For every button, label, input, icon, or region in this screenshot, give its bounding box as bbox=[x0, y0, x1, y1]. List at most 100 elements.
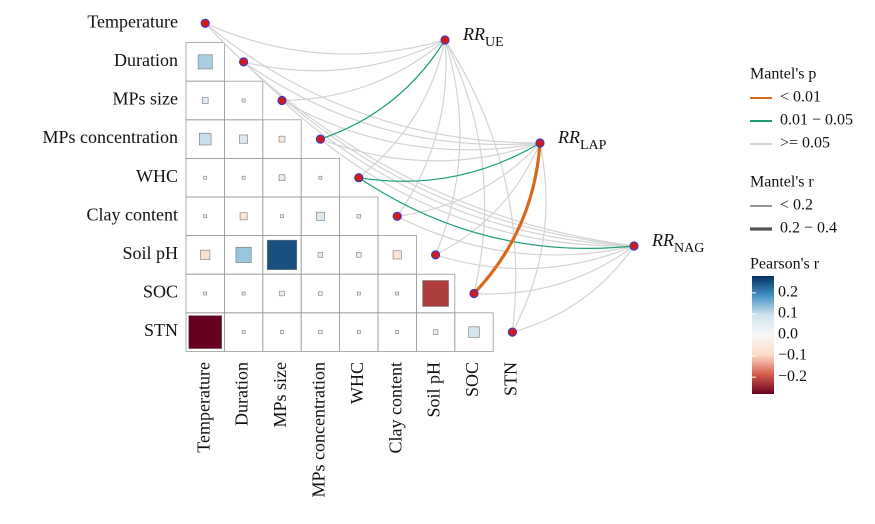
x-label: Temperature bbox=[193, 362, 213, 453]
cell bbox=[315, 211, 325, 221]
variable-node bbox=[431, 250, 441, 260]
y-label: MPs size bbox=[112, 89, 178, 109]
cell bbox=[395, 291, 400, 296]
y-label: SOC bbox=[143, 282, 178, 302]
mantel-link bbox=[358, 177, 635, 249]
x-label: SOC bbox=[462, 362, 482, 397]
legend-label: < 0.2 bbox=[780, 197, 813, 214]
cell bbox=[318, 175, 323, 180]
mantel-link bbox=[396, 215, 635, 256]
cell bbox=[203, 175, 207, 180]
mantel-link bbox=[320, 39, 446, 140]
cell bbox=[318, 291, 323, 296]
mantel-link bbox=[320, 138, 635, 247]
cell bbox=[266, 239, 298, 270]
mantel-link bbox=[435, 245, 635, 270]
cell bbox=[241, 291, 246, 296]
cell bbox=[200, 249, 211, 260]
cell bbox=[422, 280, 449, 307]
variable-node bbox=[239, 57, 249, 67]
cell bbox=[395, 330, 400, 334]
variable-node bbox=[392, 211, 402, 221]
cell bbox=[432, 329, 439, 335]
cell bbox=[317, 252, 324, 258]
response-label: RRNAG bbox=[651, 230, 704, 256]
colorbar-label: −0.2 bbox=[778, 368, 807, 385]
colorbar bbox=[752, 276, 774, 394]
cell bbox=[203, 214, 207, 219]
mantel-link bbox=[396, 39, 447, 217]
cell bbox=[241, 330, 246, 334]
response-sub: LAP bbox=[580, 138, 607, 153]
cell bbox=[197, 54, 213, 70]
legend-title: Pearson's r bbox=[750, 256, 820, 273]
mantel-link bbox=[444, 39, 517, 333]
cell bbox=[392, 250, 402, 260]
cell bbox=[241, 175, 246, 180]
variable-node bbox=[315, 134, 325, 144]
y-label: Duration bbox=[114, 50, 178, 70]
cell bbox=[468, 326, 480, 338]
x-label: WHC bbox=[347, 362, 367, 404]
cell bbox=[201, 97, 209, 104]
legend-label: >= 0.05 bbox=[780, 135, 830, 152]
cell bbox=[278, 135, 286, 143]
variable-node bbox=[469, 288, 479, 299]
cell bbox=[239, 212, 248, 221]
cell bbox=[280, 330, 284, 334]
mantel-link bbox=[435, 39, 461, 256]
y-label: Soil pH bbox=[122, 243, 178, 263]
response-sub: NAG bbox=[674, 241, 704, 256]
legend-title: Mantel's p bbox=[750, 66, 816, 83]
mantel-link bbox=[204, 22, 446, 55]
mantel-link bbox=[358, 142, 541, 182]
mantel-link bbox=[358, 39, 446, 179]
legend-title: Mantel's r bbox=[750, 174, 814, 191]
cell bbox=[356, 291, 361, 296]
colorbar-label: 0.1 bbox=[778, 305, 798, 322]
cell bbox=[199, 132, 212, 146]
mantel-link bbox=[243, 61, 541, 146]
legend-label: < 0.01 bbox=[780, 89, 821, 106]
mantel-link bbox=[435, 142, 541, 256]
cell bbox=[241, 98, 246, 103]
cell bbox=[356, 330, 361, 334]
mantel-link bbox=[473, 245, 635, 295]
mantel-link bbox=[204, 22, 541, 144]
y-label: MPs concentration bbox=[43, 127, 178, 147]
legend-label: 0.01 − 0.05 bbox=[780, 112, 853, 129]
response-node bbox=[440, 35, 450, 45]
variable-node bbox=[200, 18, 210, 28]
colorbar-label: −0.1 bbox=[778, 347, 807, 364]
x-label: MPs concentration bbox=[309, 362, 329, 497]
cell bbox=[356, 252, 362, 258]
x-label: STN bbox=[501, 362, 521, 396]
cell bbox=[239, 134, 249, 144]
colorbar-label: 0.2 bbox=[778, 284, 798, 301]
mantel-link bbox=[281, 39, 446, 102]
mantel-link bbox=[512, 245, 635, 333]
x-label: Clay content bbox=[385, 362, 405, 453]
cell bbox=[356, 214, 361, 219]
y-label: Temperature bbox=[87, 11, 178, 31]
legend-label: 0.2 − 0.4 bbox=[780, 220, 837, 237]
response-node bbox=[535, 138, 545, 148]
x-label: Soil pH bbox=[424, 362, 444, 418]
cell bbox=[203, 291, 207, 296]
mantel-link bbox=[281, 100, 635, 247]
mantel-link bbox=[320, 138, 541, 162]
response-node bbox=[629, 241, 639, 251]
cell bbox=[279, 290, 285, 297]
cell-border bbox=[454, 312, 494, 352]
y-label: STN bbox=[144, 320, 178, 340]
response-name: RR bbox=[462, 24, 485, 44]
response-label: RRLAP bbox=[557, 127, 607, 153]
cell bbox=[235, 246, 252, 263]
mantel-link bbox=[281, 99, 541, 151]
mantel-link bbox=[397, 142, 541, 217]
cell bbox=[280, 214, 284, 219]
response-label: RRUE bbox=[462, 24, 504, 50]
mantel-link bbox=[243, 39, 446, 72]
mantel-link bbox=[444, 39, 486, 294]
